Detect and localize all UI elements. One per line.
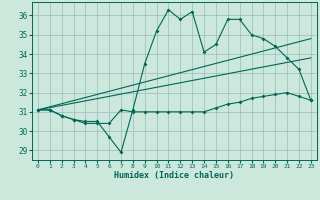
X-axis label: Humidex (Indice chaleur): Humidex (Indice chaleur) <box>115 171 234 180</box>
